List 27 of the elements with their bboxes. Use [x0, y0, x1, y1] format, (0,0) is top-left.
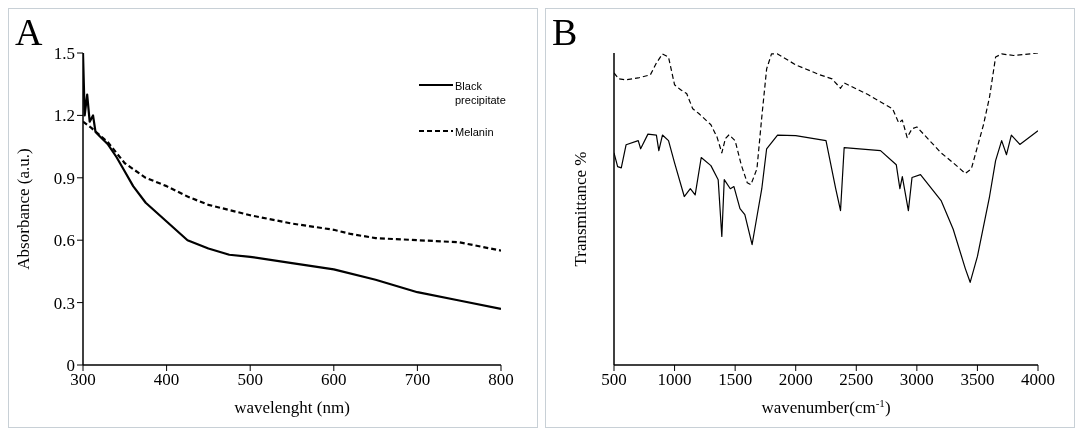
y-tick-label: 1.5	[53, 44, 75, 64]
x-tick-label: 700	[404, 370, 431, 390]
x-tick-label: 1500	[718, 370, 753, 390]
x-tick-label: 500	[601, 370, 627, 390]
x-tick-label: 500	[237, 370, 263, 390]
y-axis-title: Absorbance (a.u.)	[14, 148, 33, 270]
x-tick-label: 300	[70, 370, 96, 390]
y-tick-label: 0.9	[53, 168, 75, 188]
y-tick-label: 0.3	[53, 293, 75, 313]
y-tick-label: 0.6	[53, 231, 75, 251]
x-axis-title: wavenumber(cm$^{-1}$)	[761, 397, 891, 417]
x-tick-label: 3500	[960, 370, 995, 390]
x-tick-label: 2000	[778, 370, 813, 390]
y-axis-title: Transmittance %	[571, 151, 590, 267]
chart-title: A	[15, 11, 43, 53]
x-tick-label: 4000	[1021, 370, 1055, 390]
legend-label: Melanin	[455, 125, 495, 139]
x-tick-label: 600	[321, 370, 347, 390]
x-axis-title: wavelenght (nm)	[234, 398, 350, 417]
legend-label: Black precipitate	[455, 79, 507, 107]
x-tick-label: 400	[153, 370, 180, 390]
x-tick-label: 2500	[839, 370, 874, 390]
chart-title: B	[552, 11, 578, 53]
x-tick-label: 3000	[899, 370, 934, 390]
y-tick-label: 1.2	[53, 106, 75, 126]
x-tick-label: 1000	[657, 370, 692, 390]
x-tick-label: 800	[488, 370, 514, 390]
